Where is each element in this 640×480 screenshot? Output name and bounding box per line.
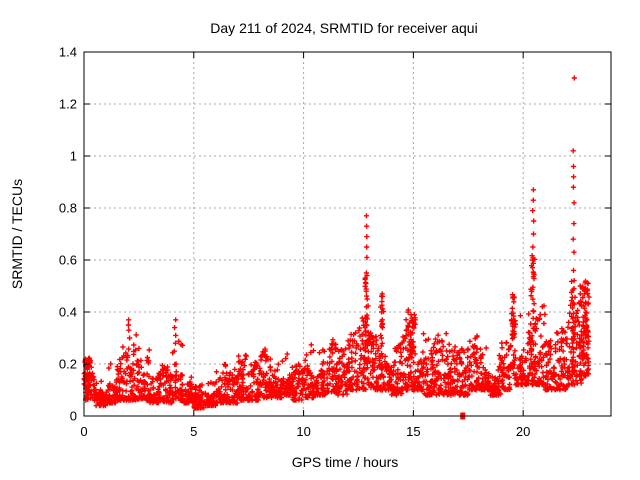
y-tick-label: 0.4 (59, 305, 77, 320)
y-tick-label: 1.4 (59, 45, 77, 60)
tick-labels: 0 5 10 15 20 0 0.2 0.4 0.6 0.8 1 1.2 1.4 (59, 45, 530, 440)
y-tick-label: 1.2 (59, 97, 77, 112)
x-tick-label: 0 (80, 424, 87, 439)
y-tick-label: 0.2 (59, 357, 77, 372)
x-tick-label: 20 (516, 424, 530, 439)
plot-border-and-ticks (83, 51, 612, 417)
x-tick-label: 15 (406, 424, 420, 439)
plot-border (83, 51, 612, 417)
chart-title: Day 211 of 2024, SRMTID for receiver aqu… (210, 20, 477, 36)
x-tick-label: 10 (296, 424, 310, 439)
grid-lines (84, 52, 611, 416)
y-tick-label: 0.8 (59, 201, 77, 216)
y-tick-label: 0 (70, 409, 77, 424)
y-tick-label: 1 (70, 149, 77, 164)
x-axis-label: GPS time / hours (292, 454, 399, 470)
x-tick-label: 5 (190, 424, 197, 439)
scatter-points (81, 75, 592, 411)
y-axis-label: SRMTID / TECUs (9, 179, 25, 289)
y-tick-label: 0.6 (59, 253, 77, 268)
